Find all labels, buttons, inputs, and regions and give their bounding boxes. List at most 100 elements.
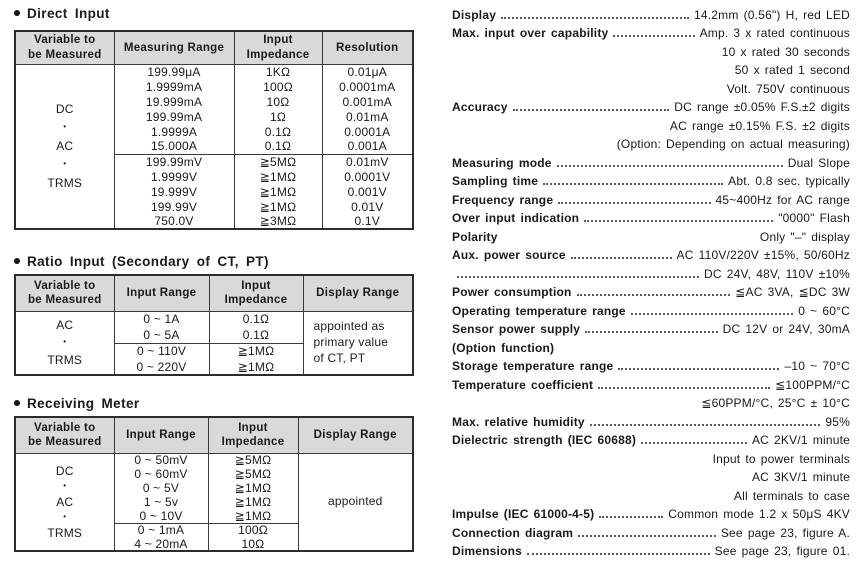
specifications-list: Display 14.2mm (0.56") H, red LED Max. i… (452, 3, 850, 559)
table-row: 0 ~ 1mA 100Ω (15, 522, 413, 537)
range-cell: 15.000A (113, 139, 234, 154)
bullet-icon: • (63, 122, 67, 132)
range-cell: 1.9999A (113, 124, 234, 139)
spec-value: Dual Slope (787, 155, 850, 170)
table-row: 0 ~ 220V ≧1MΩ (15, 359, 413, 375)
variable-cell: DC • AC • TRMS (14, 64, 114, 229)
spec-value: 10 x rated 30 seconds (721, 44, 850, 59)
spec-line: Operating temperature range 0 ~ 60°C (452, 299, 850, 318)
spec-line: Display 14.2mm (0.56") H, red LED (452, 3, 850, 22)
column-header-measuring-range: Measuring Range (113, 30, 235, 65)
range-cell: 0 ~ 50mV (113, 453, 208, 467)
table-row: 199.99mV ≧5MΩ 0.01mV (15, 153, 413, 169)
resolution-cell: 0.0001V (321, 169, 413, 184)
impedance-cell: 10Ω (207, 537, 298, 551)
dotted-leader (641, 442, 747, 444)
spec-value: Volt. 750V continuous (726, 81, 850, 96)
dotted-leader (556, 164, 783, 167)
range-cell: 750.0V (113, 214, 234, 229)
section-title: Receiving Meter (27, 395, 140, 411)
impedance-cell: ≧1MΩ (233, 169, 322, 184)
spec-line: AC range ±0.15% F.S. ±2 digits (452, 114, 850, 133)
spec-label: Max. relative humidity (452, 414, 585, 429)
bullet-icon: • (63, 159, 67, 169)
spec-line: Connection diagram See page 23, figure A… (452, 521, 850, 540)
table-row: 199.99mA 1Ω 0.01mA (15, 109, 413, 124)
dotted-leader (599, 516, 664, 518)
column-header-resolution: Resolution (321, 30, 414, 65)
spec-value: 95% (825, 414, 850, 429)
spec-label: Temperature coefficient (452, 377, 594, 392)
column-header-input-impedance: Input Impedance (207, 416, 299, 454)
variable-cell: DC • AC • TRMS (14, 453, 114, 551)
section-title: Direct Input (27, 5, 110, 21)
spec-label: Sampling time (452, 174, 539, 188)
spec-label: Accuracy (452, 100, 508, 114)
column-header-input-impedance: Input Impedance (208, 274, 304, 312)
spec-line: Accuracy DC range ±0.05% F.S.±2 digits (452, 96, 850, 114)
impedance-cell: 0.1Ω (208, 327, 303, 343)
spec-value: ≦60PPM/°C, 25°C ± 10°C (701, 396, 850, 410)
range-cell: 0 ~ 60mV (113, 467, 208, 481)
bullet-icon: • (63, 511, 67, 521)
spec-value: See page 23, figure A. (720, 525, 850, 540)
range-cell: 199.99mV (113, 153, 234, 169)
spec-label: Polarity (452, 229, 498, 244)
header-row: Variable to be Measured Input Range Inpu… (14, 416, 414, 454)
variable-label: DC (55, 463, 74, 478)
bullet-icon: • (63, 480, 67, 490)
spec-value: 45~400Hz for AC range (715, 192, 850, 207)
spec-value: Only "–" display (759, 229, 850, 244)
range-cell: 4 ~ 20mA (113, 537, 208, 551)
range-cell: 1.9999mA (113, 79, 234, 94)
range-cell: 19.999mA (113, 94, 234, 109)
spec-value: Common mode 1.2 x 50μS 4KV (668, 507, 850, 521)
column-header-display-range: Display Range (297, 416, 414, 454)
dotted-leader (613, 35, 695, 37)
spec-value: (Option: Depending on actual measuring) (616, 137, 850, 151)
bullet-icon (14, 10, 20, 16)
spec-label: Over input indication (452, 211, 580, 225)
spec-label: Dielectric strength (IEC 60688) (452, 433, 637, 447)
spec-line: Aux. power source AC 110V/220V ±15%, 50/… (452, 244, 850, 262)
impedance-cell: ≧5MΩ (207, 453, 298, 467)
variable-label: AC (56, 139, 74, 154)
variable-label: TRMS (47, 525, 83, 540)
range-cell: 0 ~ 220V (113, 359, 209, 375)
ratio-input-table: Variable to be Measured Input Range Inpu… (14, 274, 414, 376)
spec-line: Max. relative humidity 95% (452, 410, 850, 429)
direct-input-table: Variable to be Measured Measuring Range … (14, 30, 414, 230)
dotted-leader (527, 553, 710, 555)
dotted-leader (512, 109, 670, 111)
range-cell: 1.9999V (113, 169, 234, 184)
impedance-cell: ≧1MΩ (208, 359, 303, 375)
variable-cell: AC • TRMS (14, 311, 114, 375)
section-heading-receiving-meter: Receiving Meter (14, 394, 412, 412)
table-row: 4 ~ 20mA 10Ω (15, 537, 413, 551)
resolution-cell: 0.001mA (321, 94, 413, 109)
left-column: Direct Input Variable to be Measured Mea… (14, 4, 414, 552)
resolution-cell: 0.01mA (321, 109, 413, 124)
resolution-cell: 0.01μA (321, 64, 413, 79)
header-row: Variable to be Measured Measuring Range … (14, 30, 414, 65)
impedance-cell: ≧1MΩ (208, 342, 303, 359)
spec-value: Amp. 3 x rated continuous (699, 26, 850, 40)
dotted-leader (618, 368, 780, 370)
impedance-cell: 100Ω (233, 79, 322, 94)
header-row: Variable to be Measured Input Range Inpu… (14, 274, 414, 312)
spec-label: Sensor power supply (452, 322, 581, 336)
spec-value: DC 12V or 24V, 30mA (722, 322, 850, 336)
spec-line: Sampling time Abt. 0.8 sec. typically (452, 170, 850, 188)
impedance-cell: ≧1MΩ (207, 481, 298, 495)
spec-label: Frequency range (452, 192, 554, 207)
range-cell: 199.99V (113, 199, 234, 214)
impedance-cell: 1KΩ (233, 64, 322, 79)
spec-value: AC range ±0.15% F.S. ±2 digits (669, 118, 850, 133)
impedance-cell: 0.1Ω (233, 139, 322, 154)
dotted-leader (543, 183, 724, 185)
section-heading-direct-input: Direct Input (14, 4, 412, 22)
impedance-cell: ≧5MΩ (233, 153, 322, 169)
dotted-leader (578, 534, 716, 537)
variable-label: TRMS (47, 353, 83, 368)
spec-value: DC 24V, 48V, 110V ±10% (704, 266, 850, 281)
